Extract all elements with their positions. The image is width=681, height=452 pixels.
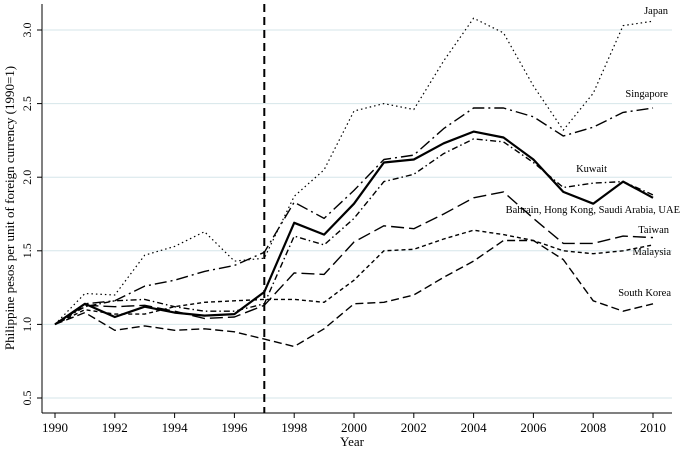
series-label: South Korea — [618, 288, 671, 299]
series-label: Taiwan — [638, 225, 670, 236]
y-ticks: 0.5 1.0 1.5 2.0 2.5 3.0 — [20, 23, 42, 406]
series-label: Singapore — [625, 89, 668, 100]
y-tick-label: 2.0 — [20, 170, 34, 185]
x-tick-label: 1994 — [162, 420, 189, 435]
series-label: Japan — [644, 6, 669, 17]
series-label: Bahrain, Hong Kong, Saudi Arabia, UAE — [506, 205, 680, 216]
x-ticks: 1990 1992 1994 1996 1998 2000 2002 2004 2006 2008… — [42, 413, 666, 435]
series-lines — [54, 17, 654, 348]
series-line-bahrain-hong-kong-saudi-arabia-uae — [54, 130, 654, 326]
gridlines — [43, 29, 672, 399]
x-tick-label: 1996 — [221, 420, 248, 435]
y-tick-label: 0.5 — [20, 391, 34, 406]
series-labels: Japan Singapore Kuwait Bahrain, Hong Kong, … — [506, 6, 680, 299]
y-tick-label: 1.5 — [20, 243, 34, 258]
series-line-japan — [54, 17, 654, 325]
x-tick-label: 2008 — [580, 420, 606, 435]
y-axis-label: Philippine pesos per unit of foreign cur… — [2, 66, 17, 350]
series-line-singapore — [54, 107, 654, 325]
x-tick-label: 1990 — [42, 420, 68, 435]
x-tick-label: 2002 — [401, 420, 427, 435]
series-label: Kuwait — [576, 164, 607, 175]
series-label: Malaysia — [633, 247, 672, 258]
series-line-taiwan — [54, 191, 654, 325]
y-tick-label: 2.5 — [20, 96, 34, 111]
x-tick-label: 1992 — [102, 420, 128, 435]
x-axis-label: Year — [340, 434, 365, 449]
x-tick-label: 1998 — [281, 420, 307, 435]
x-tick-label: 2004 — [461, 420, 488, 435]
y-tick-label: 3.0 — [20, 23, 34, 38]
x-tick-label: 2006 — [520, 420, 547, 435]
series-line-malaysia — [54, 229, 654, 326]
series-line-south-korea — [54, 239, 654, 348]
y-tick-label: 1.0 — [20, 317, 34, 332]
axes — [41, 4, 672, 414]
x-tick-label: 2000 — [341, 420, 367, 435]
x-tick-label: 2010 — [640, 420, 666, 435]
